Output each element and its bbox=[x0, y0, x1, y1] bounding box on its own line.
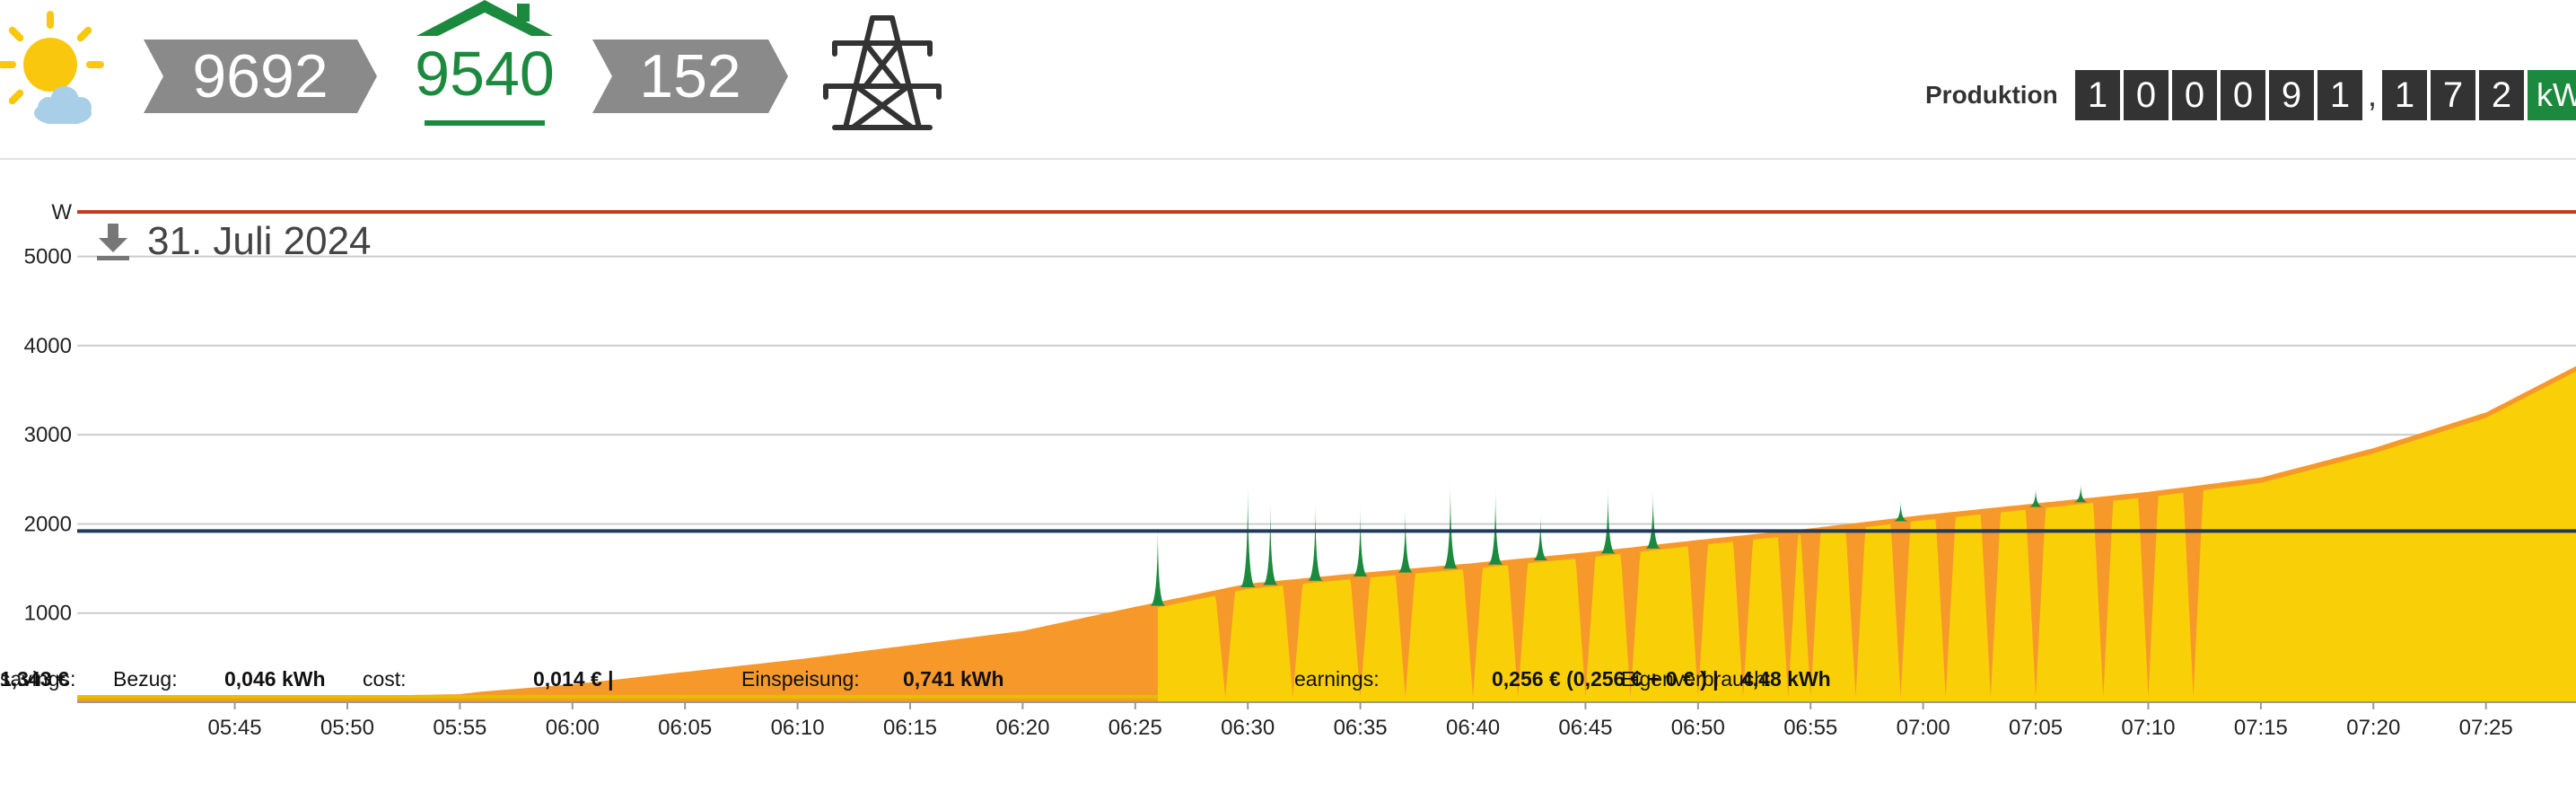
summary-value: 4,48 kWh bbox=[1741, 667, 1831, 691]
counter-decimal: 1 bbox=[2382, 70, 2427, 120]
summary-label: Einspeisung: bbox=[741, 667, 860, 691]
counter-digit: 1 bbox=[2318, 70, 2362, 120]
summary-label: Eigenverbrauch: bbox=[1621, 667, 1772, 691]
x-tick-label: 07:10 bbox=[2121, 716, 2175, 740]
grid-import-spike bbox=[1150, 524, 1166, 606]
x-tick-label: 07:05 bbox=[2009, 716, 2063, 740]
x-tick-label: 05:55 bbox=[433, 716, 486, 740]
download-icon[interactable] bbox=[93, 222, 133, 261]
y-tick-label: 2000 bbox=[24, 512, 72, 536]
house-consumption: 9540 bbox=[411, 0, 558, 130]
summary-label: cost: bbox=[363, 667, 407, 691]
x-tick-label: 06:00 bbox=[546, 716, 600, 740]
x-tick-label: 06:15 bbox=[883, 716, 937, 740]
grid-import-spike bbox=[1892, 500, 1909, 522]
y-tick-label: 1000 bbox=[24, 602, 72, 626]
x-tick-label: 07:15 bbox=[2234, 716, 2288, 740]
x-tick-label: 07:20 bbox=[2346, 716, 2400, 740]
x-tick-label: 06:45 bbox=[1558, 716, 1612, 740]
counter-separator: , bbox=[2367, 76, 2377, 113]
y-tick-label: 5000 bbox=[24, 245, 72, 269]
house-underline bbox=[425, 120, 545, 126]
summary-value: 0,046 kWh bbox=[224, 667, 326, 691]
grid-import-spike bbox=[2072, 483, 2089, 503]
x-tick-label: 06:20 bbox=[995, 716, 1049, 740]
counter-digit: 1 bbox=[2075, 70, 2120, 120]
grid-import-spike bbox=[2028, 488, 2044, 507]
grid-import-spike bbox=[1398, 506, 1414, 573]
summary-value: 0,741 kWh bbox=[903, 667, 1004, 691]
x-tick-label: 06:40 bbox=[1446, 716, 1500, 740]
grid-value: 152 bbox=[592, 40, 788, 113]
baseline-consumption bbox=[77, 695, 1158, 700]
grid-import-spike bbox=[1262, 499, 1279, 585]
x-tick-label: 06:30 bbox=[1221, 716, 1275, 740]
summary-value: 0,014 € | bbox=[533, 667, 614, 691]
status-header: 9692 9540 152 Produktion 1 0 bbox=[0, 0, 2576, 160]
counter-digit: 0 bbox=[2172, 70, 2217, 120]
x-tick-label: 07:00 bbox=[1897, 716, 1950, 740]
sun-cloud-icon bbox=[0, 11, 104, 124]
power-pylon-icon bbox=[823, 15, 942, 130]
counter-digit: 0 bbox=[2221, 70, 2265, 120]
grid-import-spike bbox=[1442, 480, 1459, 569]
grid-import-spike bbox=[1352, 505, 1369, 577]
summary-value: 1,343 € bbox=[0, 667, 69, 691]
chart-title: 31. Juli 2024 bbox=[147, 219, 372, 263]
house-roof-icon bbox=[416, 0, 553, 36]
counter-digit: 9 bbox=[2269, 70, 2314, 120]
y-axis-unit: W bbox=[51, 200, 72, 224]
grid-import-spike bbox=[1240, 480, 1256, 587]
x-tick-label: 06:05 bbox=[658, 716, 712, 740]
x-tick-label: 06:55 bbox=[1783, 716, 1837, 740]
production-counter: 1 0 0 0 9 1 , 1 7 2 kW bbox=[2075, 70, 2576, 120]
grid-import-spike bbox=[1487, 488, 1503, 565]
self-consumption-area bbox=[1157, 371, 2576, 702]
production-label: Produktion bbox=[1925, 81, 2058, 109]
grid-import-spike bbox=[1644, 489, 1661, 549]
x-tick-label: 06:25 bbox=[1108, 716, 1162, 740]
y-tick-label: 4000 bbox=[24, 334, 72, 358]
y-tick-label: 3000 bbox=[24, 423, 72, 447]
counter-decimal: 7 bbox=[2431, 70, 2475, 120]
x-tick-label: 05:45 bbox=[208, 716, 262, 740]
summary-label: earnings: bbox=[1294, 667, 1380, 691]
counter-decimal: 2 bbox=[2479, 70, 2524, 120]
summary-label: savings: bbox=[0, 667, 75, 691]
grid-import-spike bbox=[1599, 486, 1617, 554]
chart-title-row: 31. Juli 2024 bbox=[93, 219, 372, 264]
counter-unit: kW bbox=[2528, 70, 2576, 120]
solar-production-value: 9692 bbox=[144, 40, 377, 113]
x-tick-label: 07:25 bbox=[2459, 716, 2513, 740]
counter-digit: 0 bbox=[2124, 70, 2169, 120]
x-tick-label: 05:50 bbox=[320, 716, 374, 740]
house-consumption-value: 9540 bbox=[415, 39, 555, 109]
x-tick-label: 06:35 bbox=[1334, 716, 1388, 740]
x-tick-label: 06:50 bbox=[1671, 716, 1725, 740]
summary-label: Bezug: bbox=[113, 667, 178, 691]
summary-value: 0,256 € (0,256 € + 0 € ) | bbox=[1492, 667, 1719, 691]
grid-import-spike bbox=[1307, 500, 1324, 581]
grid-import-spike bbox=[1532, 513, 1549, 560]
x-tick-label: 06:10 bbox=[771, 716, 825, 740]
